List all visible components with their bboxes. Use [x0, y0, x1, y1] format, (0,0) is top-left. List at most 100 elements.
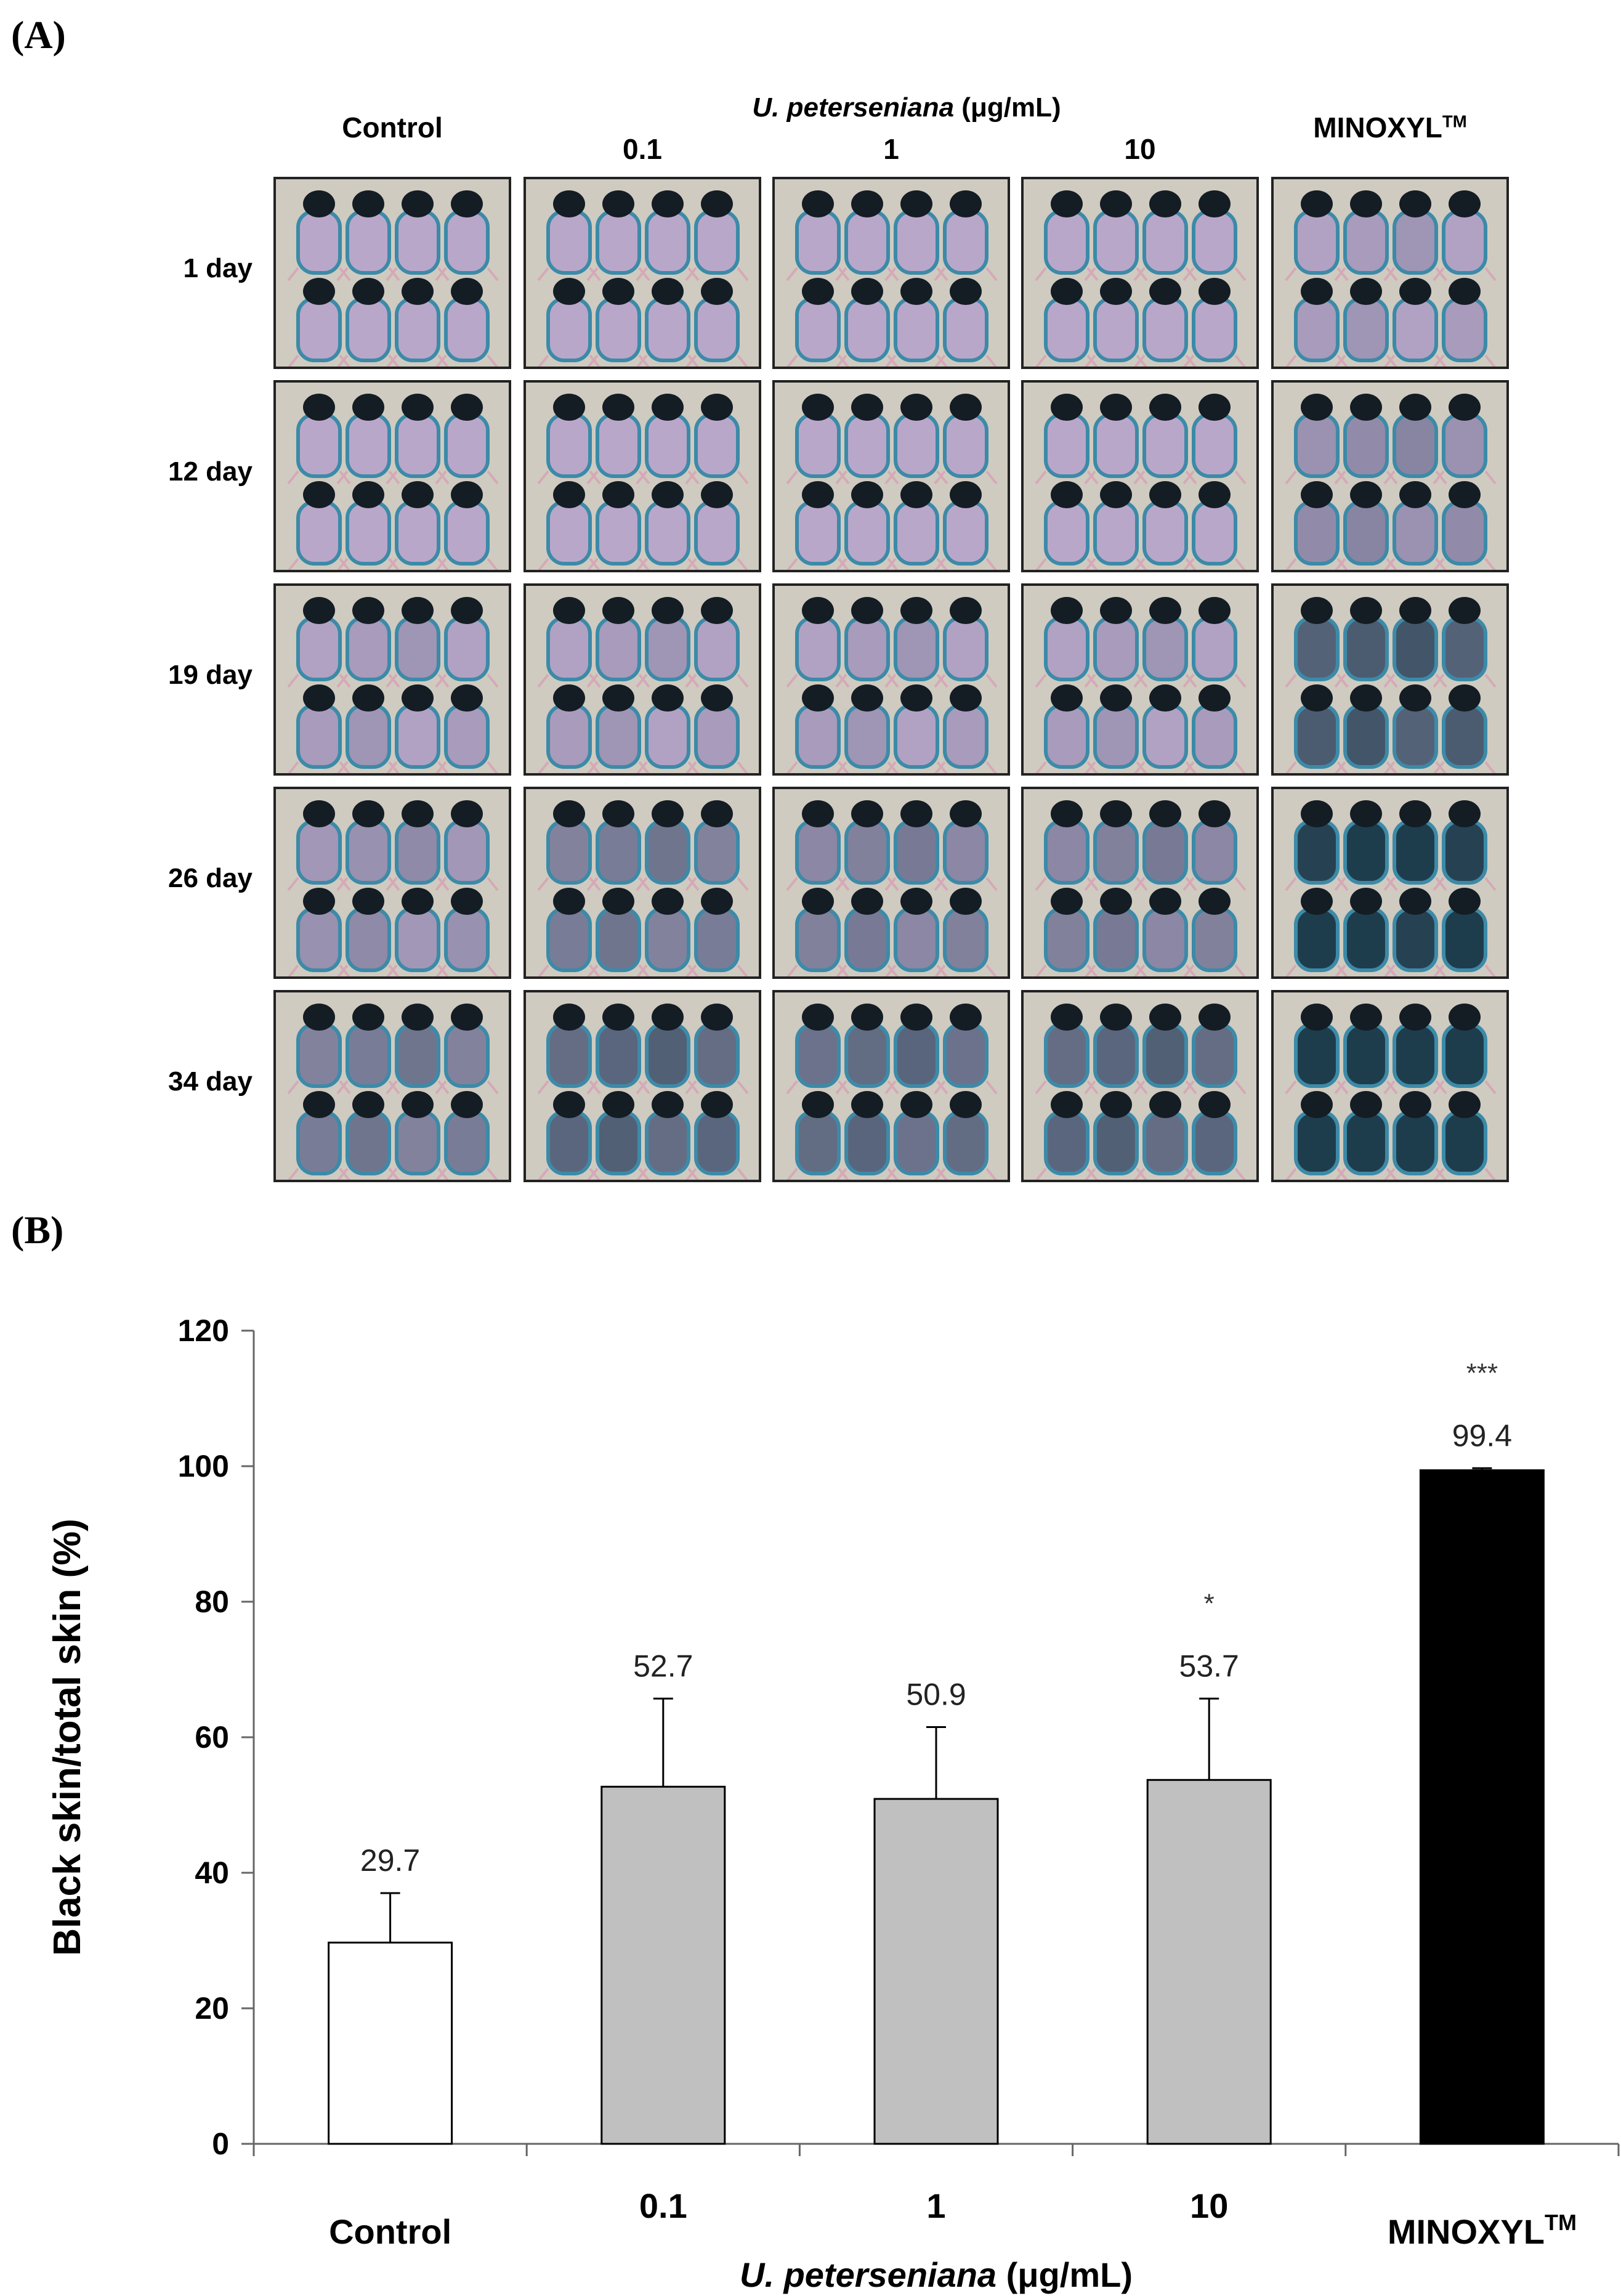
- column-header-1: 0.1: [623, 133, 662, 165]
- significance-mark: *: [1204, 1588, 1215, 1618]
- x-axis-unit: (μg/mL): [996, 2255, 1133, 2294]
- mouse-figure: [1133, 1004, 1197, 1095]
- photo-cell: [523, 177, 761, 369]
- mouse-figure: [538, 481, 600, 570]
- photo-cell: [772, 990, 1010, 1182]
- mouse-figure: [1134, 888, 1197, 976]
- mouse-figure: [885, 684, 948, 773]
- mouse-figure: [786, 684, 849, 773]
- mouse-figure: [1133, 190, 1197, 282]
- photo-cell: [273, 990, 511, 1182]
- mouse-figure: [1084, 597, 1148, 688]
- mouse-figure: [685, 278, 748, 367]
- mouse-figure: [1383, 1004, 1447, 1095]
- mouse-figure: [934, 597, 998, 688]
- y-tick-label: 100: [178, 1449, 229, 1483]
- mouse-figure: [1433, 888, 1496, 976]
- mouse-figure: [1383, 394, 1447, 485]
- photo-cell: [1021, 583, 1259, 776]
- mouse-figure: [587, 481, 650, 570]
- mouse-figure: [1433, 1091, 1496, 1180]
- row-label-2: 19 day: [168, 660, 253, 690]
- mouse-figure: [1035, 1004, 1099, 1095]
- mouse-figure: [636, 888, 699, 976]
- mouse-figure: [1285, 394, 1349, 485]
- photo-cell: [523, 583, 761, 776]
- mouse-figure: [288, 1091, 350, 1180]
- mouse-figure: [636, 190, 700, 282]
- mouse-figure: [685, 684, 748, 773]
- mouse-figure: [685, 1004, 749, 1095]
- mouse-figure: [1134, 481, 1197, 570]
- mouse-figure: [786, 190, 850, 282]
- mouse-figure: [337, 1091, 400, 1180]
- photo-cell: [1271, 380, 1509, 572]
- mouse-figure: [537, 597, 601, 688]
- mouse-figure: [1384, 684, 1447, 773]
- x-tick-label: MINOXYLTM: [1388, 2210, 1577, 2251]
- mouse-figure: [1085, 684, 1147, 773]
- photo-cell: [273, 583, 511, 776]
- mouse-figure: [337, 278, 400, 367]
- data-label: 52.7: [633, 1649, 693, 1683]
- row-label-3: 26 day: [168, 863, 253, 893]
- bar: [328, 1941, 453, 2145]
- column-header-0: Control: [342, 112, 443, 144]
- mouse-figure: [587, 278, 650, 367]
- mouse-figure: [636, 394, 700, 485]
- mouse-figure: [586, 597, 650, 688]
- x-tick-label: 1: [926, 2186, 945, 2225]
- mouse-figure: [1285, 597, 1349, 688]
- mouse-figure: [1085, 481, 1147, 570]
- mouse-figure: [1134, 684, 1197, 773]
- mouse-figure: [337, 684, 400, 773]
- photo-cell: [772, 380, 1010, 572]
- mouse-figure: [1285, 278, 1348, 367]
- mouse-figure: [1182, 597, 1247, 688]
- mouse-figure: [1084, 190, 1148, 282]
- mouse-figure: [287, 597, 351, 688]
- mouse-figure: [1285, 481, 1348, 570]
- mouse-figure: [835, 1004, 899, 1095]
- photo-cell: [1021, 380, 1259, 572]
- mouse-figure: [287, 1004, 351, 1095]
- mouse-figure: [1285, 1004, 1349, 1095]
- mouse-figure: [1433, 394, 1497, 485]
- mouse-figure: [537, 800, 601, 891]
- mouse-figure: [1285, 888, 1348, 976]
- mouse-figure: [835, 394, 899, 485]
- mouse-figure: [1035, 888, 1098, 976]
- mouse-figure: [1035, 597, 1099, 688]
- mouse-figure: [934, 394, 998, 485]
- mouse-figure: [1133, 597, 1197, 688]
- photo-cell: [523, 990, 761, 1182]
- mouse-figure: [884, 190, 948, 282]
- mouse-figure: [386, 1004, 450, 1095]
- mouse-figure: [884, 1004, 948, 1095]
- mouse-figure: [1085, 278, 1147, 367]
- mouse-figure: [537, 1004, 601, 1095]
- mouse-figure: [685, 800, 749, 891]
- data-label: 99.4: [1452, 1418, 1512, 1453]
- mouse-figure: [337, 888, 400, 976]
- photo-cell: [772, 583, 1010, 776]
- trademark-mark: TM: [1545, 2210, 1577, 2235]
- mouse-figure: [1285, 1091, 1348, 1180]
- mouse-figure: [885, 1091, 948, 1180]
- photo-cell: [273, 177, 511, 369]
- mouse-figure: [836, 1091, 899, 1180]
- mouse-figure: [1085, 1091, 1147, 1180]
- mouse-figure: [1035, 394, 1099, 485]
- x-tick-label: 10: [1190, 2186, 1228, 2225]
- mouse-figure: [1334, 1004, 1398, 1095]
- mouse-figure: [636, 800, 700, 891]
- mouse-figure: [435, 800, 499, 891]
- mouse-figure: [538, 1091, 600, 1180]
- mouse-figure: [685, 481, 748, 570]
- mouse-figure: [1285, 684, 1348, 773]
- mouse-figure: [386, 1091, 449, 1180]
- column-header-2: 1: [883, 133, 899, 165]
- photo-cell: [1271, 177, 1509, 369]
- mouse-figure: [336, 1004, 400, 1095]
- mouse-figure: [288, 481, 350, 570]
